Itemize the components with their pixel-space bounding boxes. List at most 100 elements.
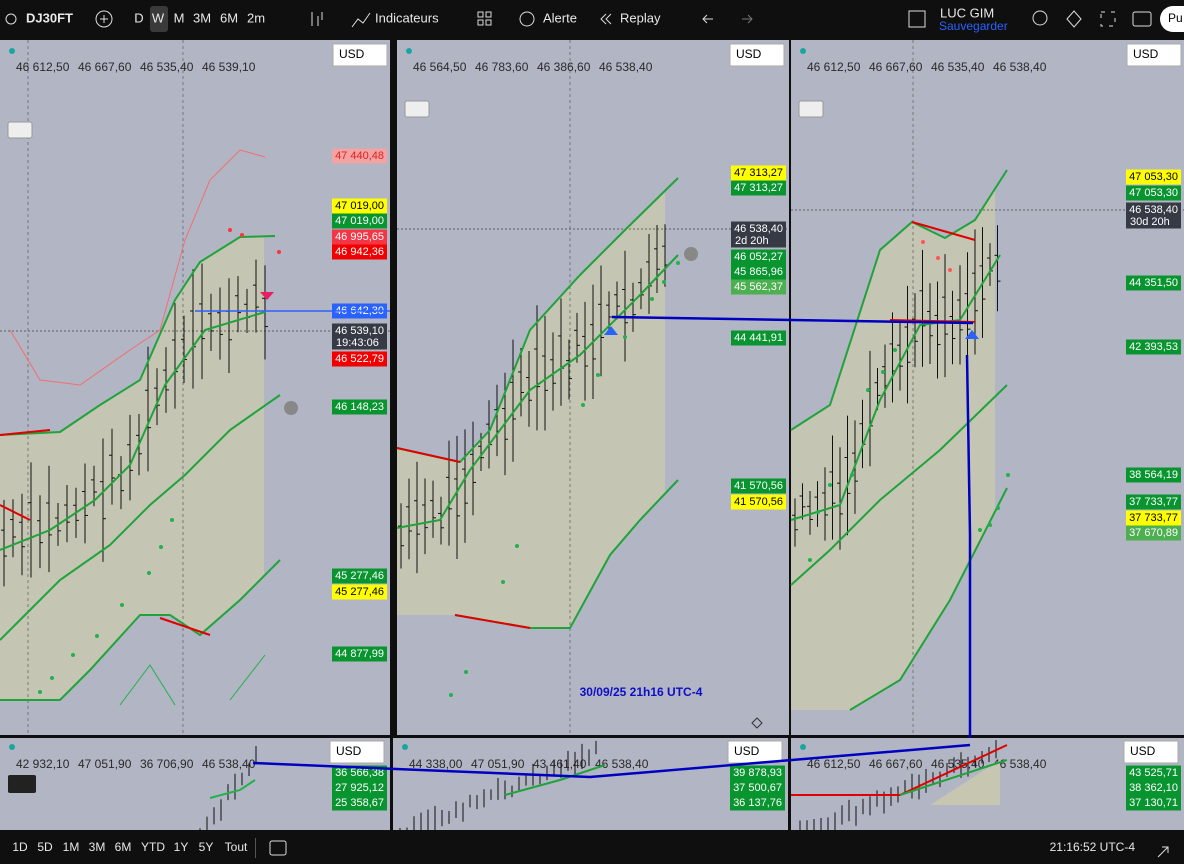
- band-lower: [790, 384, 1008, 586]
- price-label-text: 46 942,36: [335, 246, 384, 258]
- range-button[interactable]: 3M: [89, 840, 106, 854]
- replay-button[interactable]: Replay: [620, 10, 661, 25]
- ohlc-value: 46 538,40: [599, 60, 653, 74]
- ohlc-value: 46 612,50: [807, 757, 861, 771]
- psar-dot: [596, 373, 600, 377]
- grey-marker: [284, 401, 298, 415]
- range-button[interactable]: YTD: [141, 840, 165, 854]
- psar-dot: [866, 388, 870, 392]
- psar-dot: [240, 233, 244, 237]
- layout-grid-icon[interactable]: [908, 10, 926, 28]
- collapse-button[interactable]: [798, 100, 824, 118]
- symbol[interactable]: DJ30FT: [26, 10, 73, 25]
- range-button[interactable]: Tout: [225, 840, 248, 854]
- range-button[interactable]: 6M: [115, 840, 132, 854]
- fullscreen-button[interactable]: [1100, 11, 1116, 27]
- chart-panel: USD 46 564,50 46 783,60 46 386,60 46 538,40 4…: [396, 40, 789, 735]
- oscillator-line: [229, 654, 266, 701]
- price-label-text: 46 522,79: [335, 353, 384, 365]
- price-label: [332, 229, 387, 245]
- goto-date-button[interactable]: [269, 840, 287, 856]
- replay-icon: [600, 13, 612, 25]
- alert-button[interactable]: Alerte: [543, 10, 577, 25]
- psar-dot: [71, 653, 75, 657]
- price-label-text: 36 566,38: [335, 767, 384, 779]
- account-name[interactable]: LUC GIM: [940, 5, 994, 20]
- collapse-button[interactable]: [404, 100, 430, 118]
- buy-marker: [604, 326, 618, 335]
- indicators-button[interactable]: Indicateurs: [375, 10, 439, 25]
- price-label: [730, 780, 785, 796]
- price-label-text: 37 670,89: [1129, 527, 1178, 539]
- trend-line: [252, 743, 971, 779]
- interval-button[interactable]: 2m: [247, 10, 265, 25]
- band-red-segment: [0, 429, 51, 436]
- currency-select[interactable]: [729, 43, 785, 67]
- layout-icon[interactable]: [477, 11, 484, 18]
- ohlc-value: 46 535,40: [140, 60, 194, 74]
- psar-dot: [501, 580, 505, 584]
- collapse-button[interactable]: [7, 121, 33, 139]
- price-label: [1126, 765, 1181, 781]
- screenshot-button[interactable]: [1132, 11, 1152, 27]
- band-middle: [0, 311, 266, 551]
- currency: USD: [1130, 744, 1156, 758]
- psar-dot: [988, 523, 992, 527]
- price-label-text: 46 538,40: [1129, 204, 1178, 216]
- range-button[interactable]: 5D: [37, 840, 53, 854]
- price-label: [332, 148, 387, 164]
- psar-dot: [515, 544, 519, 548]
- range-button[interactable]: 1D: [12, 840, 28, 854]
- status-dot: [9, 744, 15, 750]
- price-label: [1126, 510, 1181, 526]
- currency-select[interactable]: [332, 43, 388, 67]
- band-middle: [790, 254, 1001, 521]
- price-label: [332, 584, 387, 600]
- range-button[interactable]: 1Y: [174, 840, 189, 854]
- price-label-text: 27 925,12: [335, 782, 384, 794]
- band-red-segment: [454, 614, 531, 629]
- interval-button[interactable]: 3M: [193, 10, 211, 25]
- ohlc-value: 47 051,90: [471, 757, 525, 771]
- ohlc-value: 46 535,40: [931, 60, 985, 74]
- ohlc-value: 47 051,90: [78, 757, 132, 771]
- psar-dot: [893, 348, 897, 352]
- range-button[interactable]: 1M: [63, 840, 80, 854]
- publish-button[interactable]: [1160, 6, 1184, 32]
- psar-dot: [948, 268, 952, 272]
- currency-select[interactable]: [329, 740, 385, 764]
- settings-button[interactable]: [1066, 10, 1082, 28]
- psar-dot: [650, 297, 654, 301]
- band-outer: [849, 487, 1008, 711]
- search-button[interactable]: [1032, 10, 1048, 26]
- ohlc-value: 46 612,50: [16, 60, 70, 74]
- band-red-segment: [396, 447, 461, 463]
- currency-select[interactable]: [1123, 740, 1179, 764]
- interval-button[interactable]: M: [174, 10, 185, 25]
- price-label-text: 36 137,76: [733, 797, 782, 809]
- band-fill: [930, 760, 1000, 805]
- price-label-text: 47 019,00: [335, 215, 384, 227]
- psar-dot: [120, 603, 124, 607]
- interval-button[interactable]: W: [152, 10, 165, 25]
- range-button[interactable]: 5Y: [199, 840, 214, 854]
- redo-button[interactable]: [742, 14, 753, 24]
- interval-button[interactable]: D: [134, 10, 143, 25]
- interval-button[interactable]: 6M: [220, 10, 238, 25]
- chart-type-icon[interactable]: [311, 12, 323, 26]
- settings-icon[interactable]: [751, 717, 763, 729]
- price-label-text: 42 393,53: [1129, 341, 1178, 353]
- chart-panel: USD 46 612,50 46 667,60 46 535,40 46 538,40 4…: [790, 40, 1184, 735]
- price-label-text: 46 538,40: [734, 223, 783, 235]
- undo-button[interactable]: [702, 14, 713, 24]
- price-label: [1126, 494, 1181, 510]
- status-dot: [800, 744, 806, 750]
- add-symbol-button[interactable]: [95, 10, 113, 28]
- price-label-text: 47 053,30: [1129, 187, 1178, 199]
- currency-select[interactable]: [1126, 43, 1182, 67]
- psar-dot: [170, 518, 174, 522]
- price-label-text: 45 277,46: [335, 570, 384, 582]
- countdown: 2d 20h: [735, 235, 769, 247]
- maximize-button[interactable]: [1157, 846, 1169, 858]
